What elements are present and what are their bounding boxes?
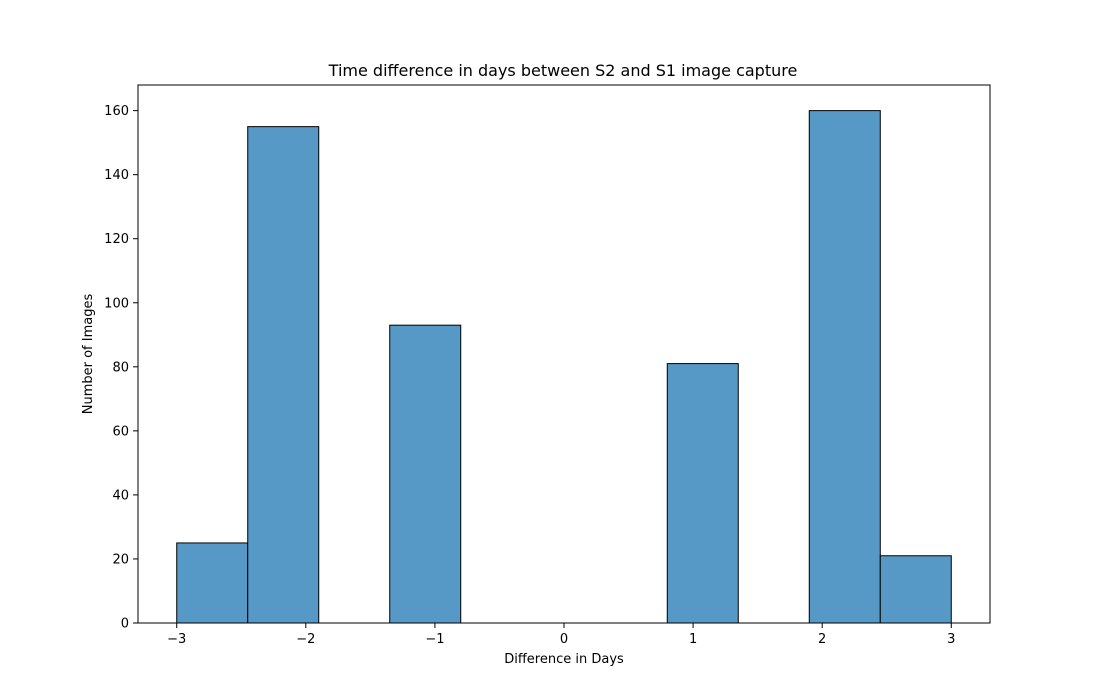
histogram-bar-9 <box>808 110 881 624</box>
y-tick-label: 20 <box>112 552 129 567</box>
x-tick-label: 1 <box>689 632 697 647</box>
y-tick-label: 120 <box>104 232 129 247</box>
x-tick-label: 3 <box>947 632 955 647</box>
histogram-bar-7 <box>666 363 739 624</box>
y-tick-label: 80 <box>112 360 129 375</box>
y-tick-label: 0 <box>121 617 129 632</box>
y-tick-label: 100 <box>104 296 129 311</box>
y-tick-label: 160 <box>104 104 129 119</box>
x-tick-label: −2 <box>296 632 315 647</box>
x-tick-label: 2 <box>818 632 826 647</box>
x-axis-ticks: −3 −2 −1 0 1 2 3 <box>167 623 955 647</box>
y-axis-label: Number of Images <box>81 294 96 415</box>
histogram-bar-0 <box>176 542 249 624</box>
histogram-bar-10 <box>879 555 952 624</box>
y-tick-label: 40 <box>112 488 129 503</box>
y-tick-label: 140 <box>104 168 129 183</box>
plot-area-frame <box>137 84 991 624</box>
histogram-bar-3 <box>389 324 462 624</box>
histogram-bar-1 <box>247 126 320 624</box>
chart-title: Time difference in days between S2 and S… <box>328 61 798 80</box>
y-axis-ticks: 0 20 40 60 80 100 120 140 160 <box>104 104 138 632</box>
bars-group <box>176 110 952 624</box>
x-axis-label: Difference in Days <box>504 652 624 667</box>
x-tick-label: −3 <box>167 632 186 647</box>
x-tick-label: −1 <box>425 632 444 647</box>
y-tick-label: 60 <box>112 424 129 439</box>
x-tick-label: 0 <box>560 632 568 647</box>
